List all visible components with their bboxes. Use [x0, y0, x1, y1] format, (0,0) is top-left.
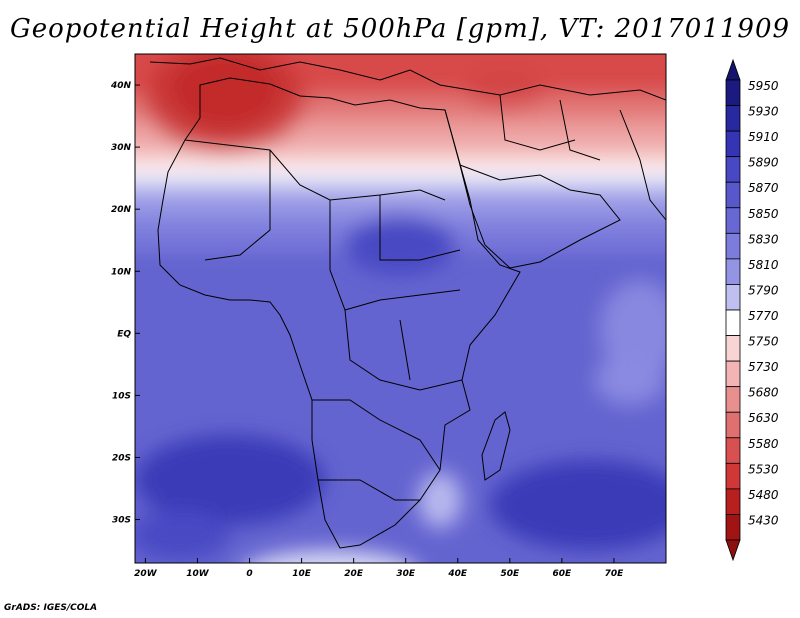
map-title: Geopotential Height at 500hPa [gpm], VT:…: [9, 14, 791, 44]
colorbar-swatch: [725, 130, 741, 158]
colorbar-label: 5930: [748, 105, 779, 119]
colorbar-swatch: [725, 105, 741, 132]
lon-tick-label: 50E: [500, 569, 520, 579]
colorbar-label: 5750: [748, 335, 779, 349]
colorbar-swatch: [725, 79, 741, 106]
colorbar-swatch: [725, 207, 741, 234]
colorbar-bottom-arrow: [725, 539, 741, 562]
colorbar-label: 5830: [748, 232, 779, 246]
colorbar-label: 5770: [748, 309, 779, 323]
colorbar-swatch: [725, 156, 741, 183]
height-field: [135, 54, 666, 563]
colorbar-top-arrow: [725, 58, 741, 81]
colorbar-swatch: [725, 284, 741, 311]
colorbar-label: 5810: [748, 258, 779, 272]
lat-tick-label: 20N: [111, 205, 132, 215]
colorbar-swatch: [725, 181, 741, 209]
lon-tick-label: 60E: [553, 569, 573, 579]
latitude-axis: 40N 30N 20N 10N EQ 10S 20S 30S: [110, 81, 140, 526]
colorbar-label: 5870: [748, 181, 779, 195]
colorbar-label: 5580: [748, 437, 779, 451]
colorbar: 5950 5930 5910 5890 5870 5850 5830 5810 5790 5770…: [725, 58, 779, 562]
colorbar-swatch: [725, 437, 741, 464]
lat-tick-label: EQ: [117, 329, 131, 339]
colorbar-swatch: [725, 258, 741, 285]
colorbar-label: 5430: [748, 513, 779, 527]
lon-tick-label: 40E: [447, 569, 468, 579]
grads-credit: GrADS: IGES/COLA: [4, 603, 98, 613]
lon-tick-label: 10E: [292, 569, 312, 579]
colorbar-label: 5950: [748, 79, 779, 93]
colorbar-label: 5850: [748, 207, 779, 221]
colorbar-swatch: [725, 335, 741, 362]
colorbar-label: 5680: [748, 386, 779, 400]
colorbar-swatch: [725, 309, 741, 336]
colorbar-label: 5630: [748, 411, 779, 425]
colorbar-swatch: [725, 232, 741, 260]
lat-tick-label: 30S: [112, 516, 131, 526]
lat-tick-label: 30N: [111, 143, 132, 153]
colorbar-swatch: [725, 411, 741, 439]
longitude-axis: 20W 10W 0 10E 20E 30E 40E 50E 60E 70E: [134, 558, 624, 579]
lat-tick-label: 10N: [111, 267, 132, 277]
colorbar-swatch: [725, 462, 741, 490]
map-frame: [134, 53, 667, 564]
lon-tick-label: 20E: [344, 569, 364, 579]
colorbar-label: 5480: [748, 488, 779, 502]
lat-tick-label: 40N: [110, 81, 132, 91]
colorbar-label: 5730: [748, 360, 779, 374]
lat-tick-label: 10S: [112, 391, 131, 401]
colorbar-swatch: [725, 386, 741, 413]
lon-tick-label: 10W: [186, 569, 210, 579]
lon-tick-label: 70E: [605, 569, 625, 579]
colorbar-swatch: [725, 360, 741, 388]
lon-tick-label: 0: [246, 569, 252, 579]
colorbar-label: 5890: [748, 156, 779, 170]
colorbar-label: 5910: [748, 130, 779, 144]
coastlines: [149, 57, 666, 549]
colorbar-label: 5530: [748, 462, 779, 476]
lat-tick-label: 20S: [112, 453, 131, 463]
lon-tick-label: 30E: [396, 569, 416, 579]
colorbar-swatch: [725, 488, 741, 515]
colorbar-label: 5790: [748, 283, 779, 297]
colorbar-swatch: [725, 514, 741, 541]
lon-tick-label: 20W: [134, 569, 158, 579]
